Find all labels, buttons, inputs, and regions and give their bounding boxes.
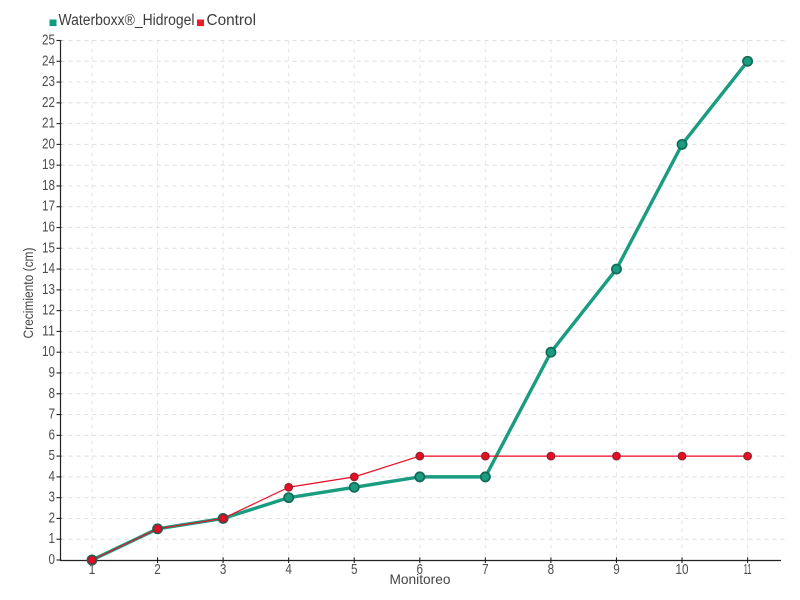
svg-text:9: 9: [49, 365, 56, 381]
svg-text:4: 4: [49, 469, 56, 485]
svg-text:15: 15: [42, 240, 55, 256]
svg-text:18: 18: [42, 178, 55, 194]
svg-text:24: 24: [42, 53, 55, 69]
svg-text:4: 4: [285, 561, 292, 578]
svg-text:3: 3: [220, 561, 227, 578]
svg-text:Monitoreo: Monitoreo: [390, 571, 451, 587]
svg-text:8: 8: [49, 386, 56, 402]
svg-text:10: 10: [676, 561, 689, 578]
svg-text:17: 17: [42, 199, 55, 215]
svg-text:23: 23: [42, 74, 55, 90]
svg-text:16: 16: [42, 220, 55, 236]
svg-text:20: 20: [42, 136, 55, 152]
svg-text:7: 7: [49, 407, 56, 423]
svg-text:1: 1: [89, 561, 96, 578]
svg-text:0: 0: [49, 552, 56, 568]
svg-text:25: 25: [42, 33, 55, 49]
svg-text:9: 9: [613, 561, 620, 578]
svg-text:22: 22: [42, 95, 55, 111]
svg-text:5: 5: [49, 448, 56, 464]
svg-text:Crecimiento (cm): Crecimiento (cm): [20, 248, 36, 339]
svg-text:6: 6: [417, 561, 424, 578]
svg-text:13: 13: [42, 282, 55, 298]
svg-text:19: 19: [42, 157, 55, 173]
svg-text:3: 3: [49, 490, 56, 506]
svg-text:10: 10: [42, 344, 55, 360]
svg-text:14: 14: [42, 261, 55, 277]
svg-text:2: 2: [154, 561, 161, 578]
svg-text:11: 11: [42, 323, 55, 339]
svg-text:12: 12: [42, 303, 55, 319]
svg-text:6: 6: [49, 427, 56, 443]
svg-text:21: 21: [42, 116, 55, 132]
svg-text:11: 11: [744, 561, 752, 578]
svg-text:8: 8: [548, 561, 555, 578]
svg-text:Waterboxx®_Hidrogel: Waterboxx®_Hidrogel: [59, 12, 195, 29]
svg-text:7: 7: [482, 561, 489, 578]
svg-text:1: 1: [49, 531, 56, 547]
svg-text:5: 5: [351, 561, 358, 578]
svg-text:2: 2: [49, 510, 56, 526]
svg-text:Control: Control: [207, 12, 257, 29]
